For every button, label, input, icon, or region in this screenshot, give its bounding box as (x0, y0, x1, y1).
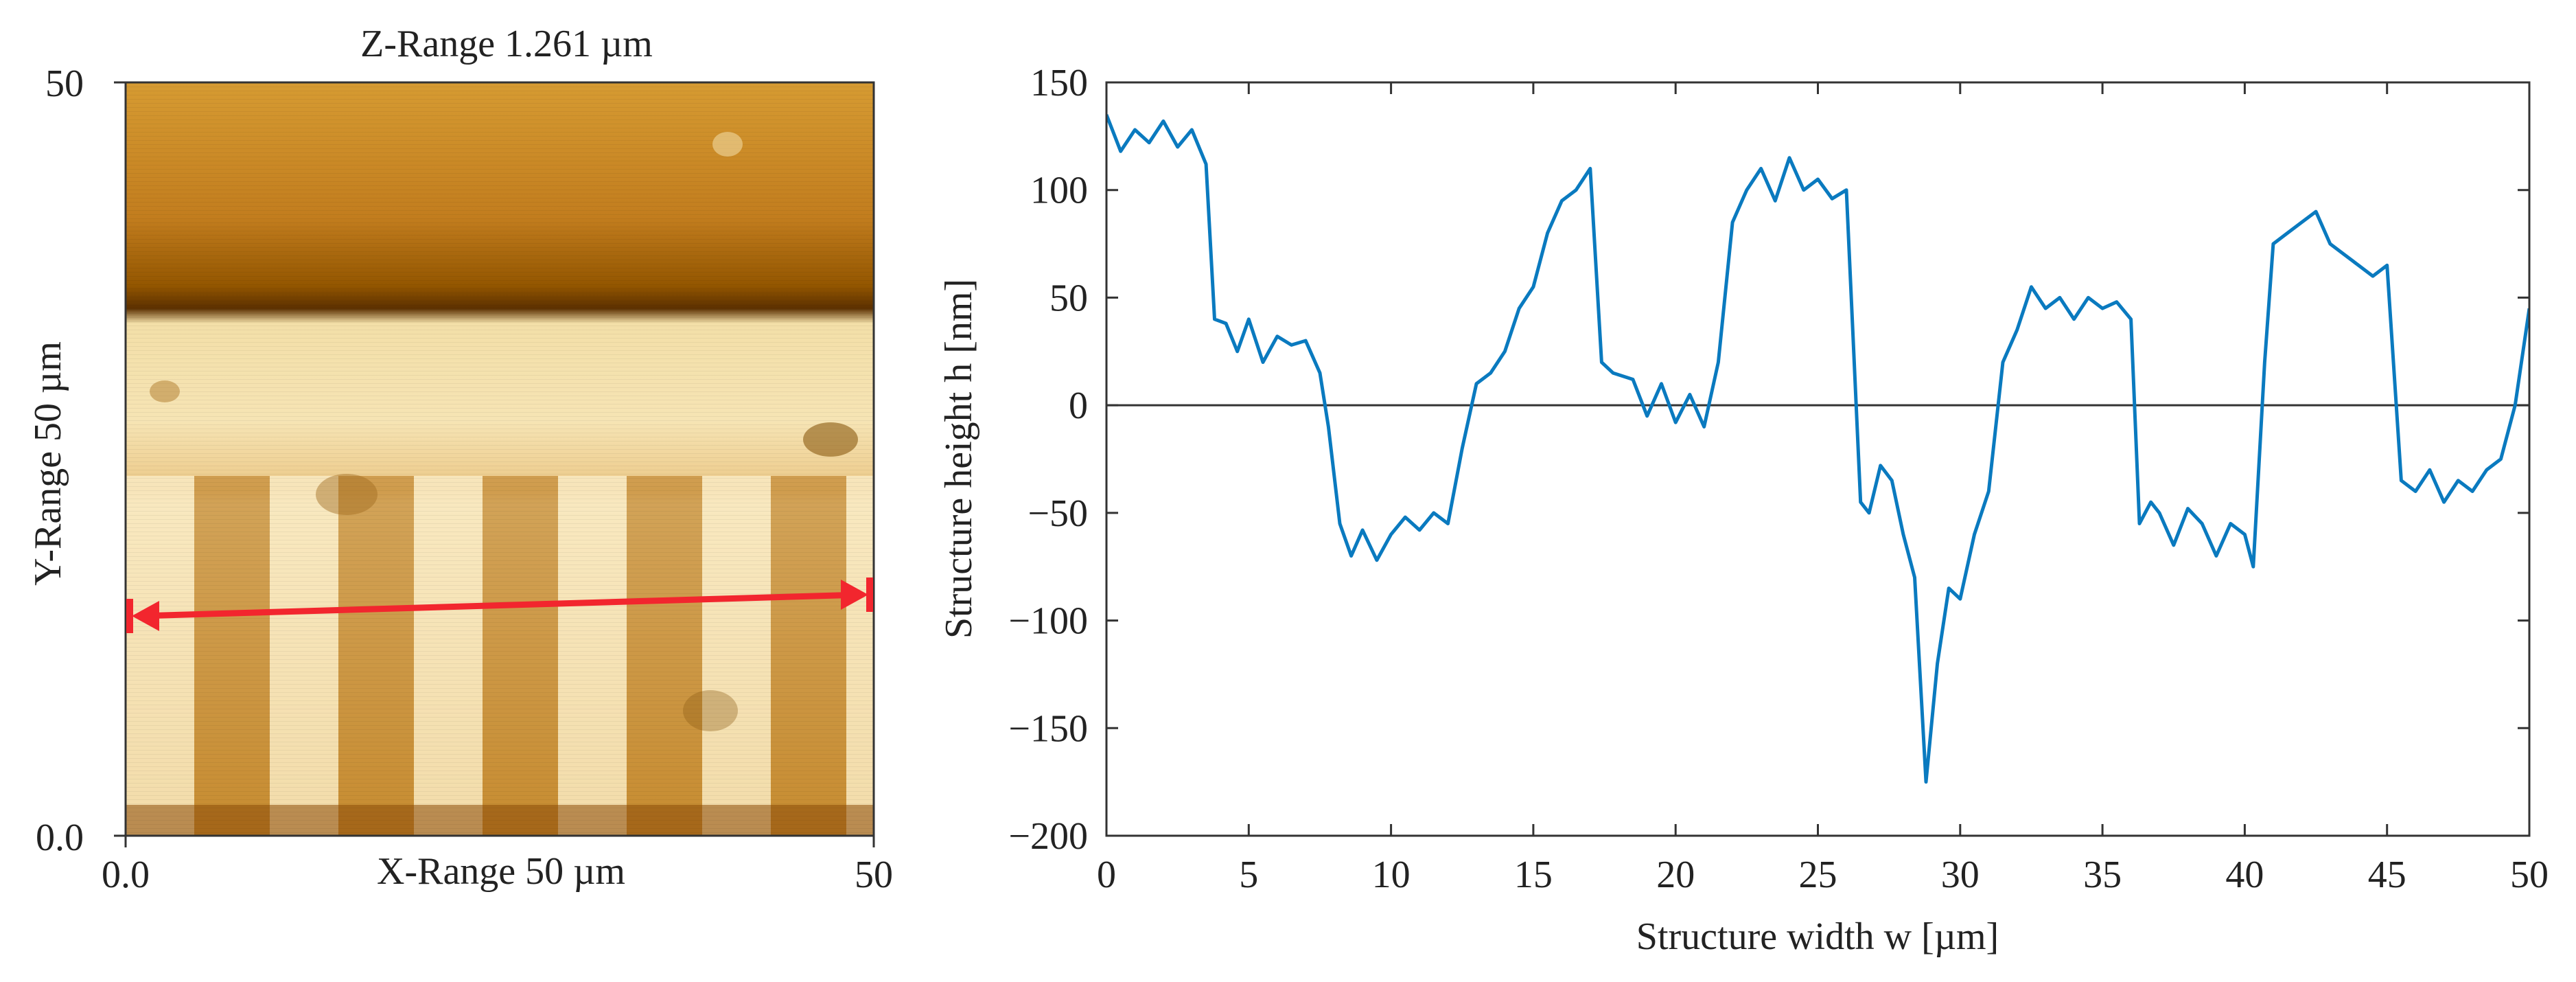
afm-y-tick-top: 50 (45, 62, 84, 105)
afm-title: Z-Range 1.261 µm (360, 23, 653, 65)
x-tick-label: 10 (1372, 854, 1411, 896)
profile-series-group (1106, 114, 2529, 784)
afm-image-panel: Z-Range 1.261 µm 50 0.0 (27, 23, 893, 896)
plot-frame (1105, 81, 2531, 837)
y-tick-label: 150 (1030, 62, 1088, 104)
afm-x-tick-right: 50 (855, 854, 893, 896)
x-axis-label: Structure width w [µm] (1636, 915, 1999, 958)
y-tick-label: 100 (1030, 170, 1088, 212)
x-tick-label: 50 (2510, 854, 2549, 896)
y-tick-label: −150 (1008, 707, 1088, 750)
y-tick-label: 50 (1049, 277, 1088, 319)
y-tick-label: −100 (1008, 600, 1088, 643)
x-tick-label: 0 (1097, 854, 1116, 896)
x-tick-label: 35 (2083, 854, 2122, 896)
afm-ticks (114, 81, 875, 847)
x-tick-label: 15 (1514, 854, 1553, 896)
y-tick-label: 0 (1069, 385, 1088, 427)
afm-image (126, 82, 874, 836)
y-tick-label: −200 (1008, 815, 1088, 858)
afm-y-label: Y-Range 50 µm (27, 341, 69, 586)
afm-x-label: X-Range 50 µm (377, 850, 625, 893)
x-tick-label: 30 (1941, 854, 1980, 896)
afm-x-tick-left: 0.0 (102, 854, 150, 896)
y-tick-label: −50 (1028, 492, 1088, 535)
x-tick-label: 25 (1799, 854, 1837, 896)
x-tick-label: 5 (1239, 854, 1258, 896)
profile-series-line (1106, 114, 2529, 784)
x-tick-label: 45 (2368, 854, 2406, 896)
x-axis: 0 5 10 15 20 25 30 35 40 45 50 (1097, 82, 2549, 896)
afm-y-tick-bottom: 0.0 (36, 817, 84, 859)
x-tick-label: 40 (2225, 854, 2264, 896)
y-axis-label: Structure height h [nm] (938, 279, 980, 639)
y-axis: 150 100 50 0 −50 −100 −150 −200 (1008, 62, 2529, 858)
profile-chart: 0 5 10 15 20 25 30 35 40 45 50 150 100 50 0 −50 −100 −15… (938, 62, 2549, 958)
profile-arrow (126, 578, 873, 633)
x-tick-label: 20 (1656, 854, 1695, 896)
afm-frame (124, 81, 875, 837)
